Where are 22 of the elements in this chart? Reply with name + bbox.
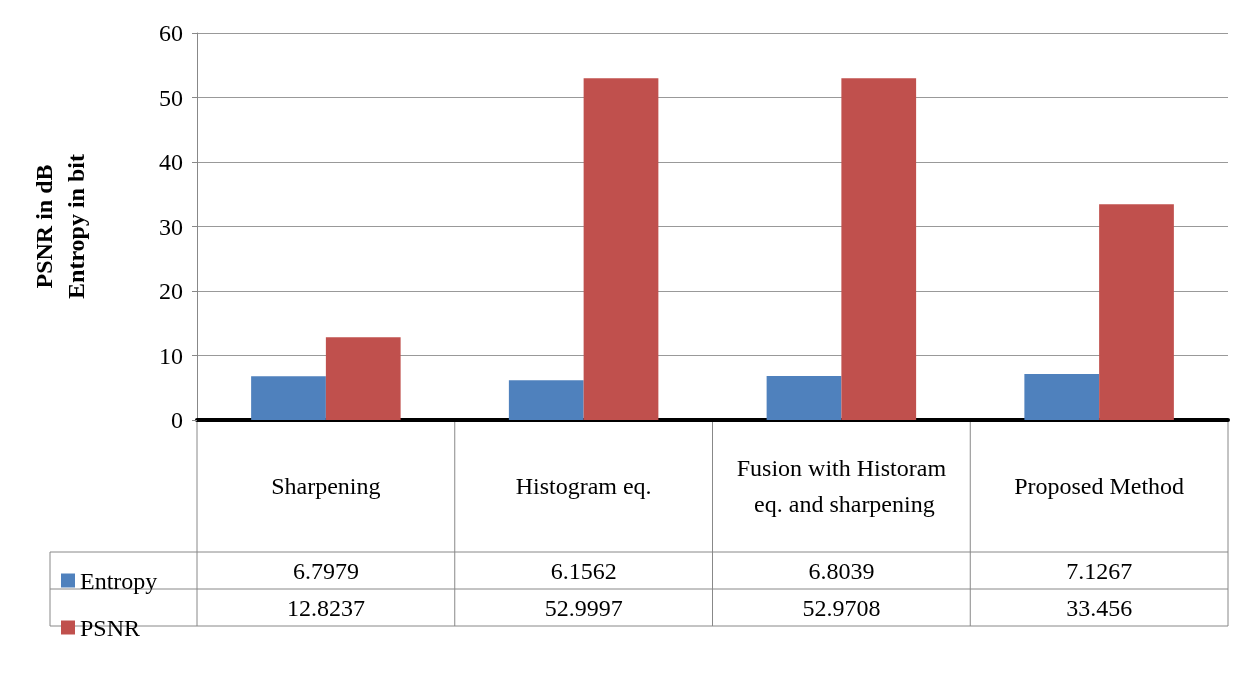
y-tick-label: 0	[171, 407, 183, 433]
x-tick-label: Fusion with Historam eq. and sharpening	[736, 455, 947, 517]
data-label: 52.9997	[544, 594, 623, 621]
x-tick-label: Sharpening	[271, 473, 381, 499]
y-tick-label: 10	[159, 342, 183, 369]
data-label: 7.1267	[1066, 557, 1133, 584]
y-tick-label: 50	[159, 84, 183, 111]
legend-label: Entropy	[80, 567, 158, 594]
x-tick-label: Proposed Method	[1014, 473, 1185, 499]
data-label: 6.7979	[292, 557, 359, 584]
data-label: 52.9708	[802, 594, 881, 621]
y-tick-label: 30	[159, 213, 183, 240]
legend-label: PSNR	[80, 614, 141, 641]
y-tick-label: 40	[159, 149, 183, 175]
data-label: 12.8237	[286, 594, 365, 621]
y-axis-title: PSNR in dB Entropy in bit	[31, 154, 89, 299]
y-tick-label: 60	[159, 20, 183, 46]
data-label: 6.1562	[550, 557, 617, 584]
data-label: 6.8039	[808, 557, 875, 584]
x-tick-label: Histogram eq.	[515, 473, 652, 499]
data-label: 33.456	[1066, 594, 1133, 621]
y-tick-label: 20	[159, 278, 183, 304]
